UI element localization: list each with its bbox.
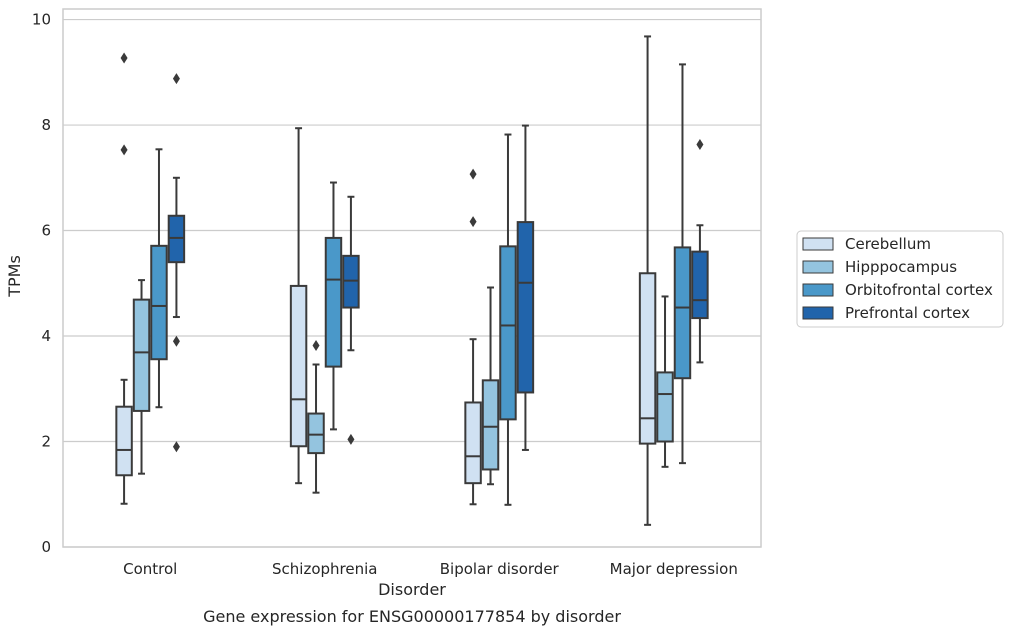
legend-swatch [802,260,834,274]
box-iqr [464,401,482,485]
x-axis-title: Disorder [378,580,446,599]
outlier-marker [172,335,180,347]
box-1-2 [481,286,500,486]
box-iqr [324,236,343,368]
y-axis-title: TPMs [5,255,24,298]
box-iqr [516,221,535,394]
box-iqr [150,244,168,361]
box-iqr [673,246,692,380]
box-3-1 [342,195,360,445]
outlier-marker [469,216,477,228]
y-tick-label: 2 [41,433,51,451]
legend-swatch [802,237,834,251]
y-tick-labels: 0 2 4 6 8 10 [32,11,51,556]
box-1-3 [656,295,674,468]
box-2-0 [150,148,168,409]
plot-frame [62,8,762,548]
x-tick-label: Bipolar disorder [440,560,560,578]
x-tick-labels: Control Schizophrenia Bipolar disorder Majo… [123,560,738,578]
box-iqr [115,405,133,477]
box-1-0 [132,279,151,475]
box-2-1 [324,181,343,431]
outlier-marker [172,441,180,453]
legend-label: Cerebellum [845,235,931,253]
legend-label: Orbitofrontal cortex [845,281,993,299]
box-3-0 [167,73,186,453]
legend-label: Prefrontal cortex [845,304,970,322]
y-tick-label: 0 [41,538,51,556]
box-iqr [289,284,308,448]
boxes-layer [115,35,709,526]
box-1-1 [307,340,325,494]
legend-label: Hipppocampus [845,258,957,276]
outlier-marker [347,433,355,445]
outlier-marker [312,340,320,352]
x-tick-label: Schizophrenia [272,560,377,578]
x-tick-label: Major depression [610,560,738,578]
outlier-marker [469,168,477,180]
legend-frame [796,230,1004,328]
box-iqr [342,254,360,309]
outlier-marker [120,52,128,64]
outlier-marker [696,139,704,151]
legend-swatch [802,283,834,297]
box-iqr [167,214,186,264]
x-tick-label: Control [123,560,177,578]
box-2-2 [499,133,517,506]
y-tick-label: 6 [41,222,51,240]
y-tick-label: 4 [41,327,51,345]
box-iqr [638,272,657,445]
box-2-3 [673,63,692,465]
box-iqr [499,245,517,421]
box-3-2 [516,124,535,451]
y-tick-label: 8 [41,116,51,134]
box-0-2 [464,168,482,506]
box-0-0 [115,52,133,505]
box-0-3 [638,35,657,526]
legend: Cerebellum Hipppocampus Orbitofrontal cort… [796,230,1004,328]
outlier-marker [172,73,180,85]
box-iqr [656,371,674,443]
box-0-1 [289,127,308,485]
box-3-3 [691,139,709,364]
chart-caption: Gene expression for ENSG00000177854 by d… [203,607,621,626]
box-iqr [691,250,709,320]
legend-swatch [802,306,834,320]
box-iqr [132,298,151,412]
box-iqr [307,412,325,455]
box-iqr [481,379,500,471]
y-tick-label: 10 [32,11,51,29]
outlier-marker [120,144,128,156]
